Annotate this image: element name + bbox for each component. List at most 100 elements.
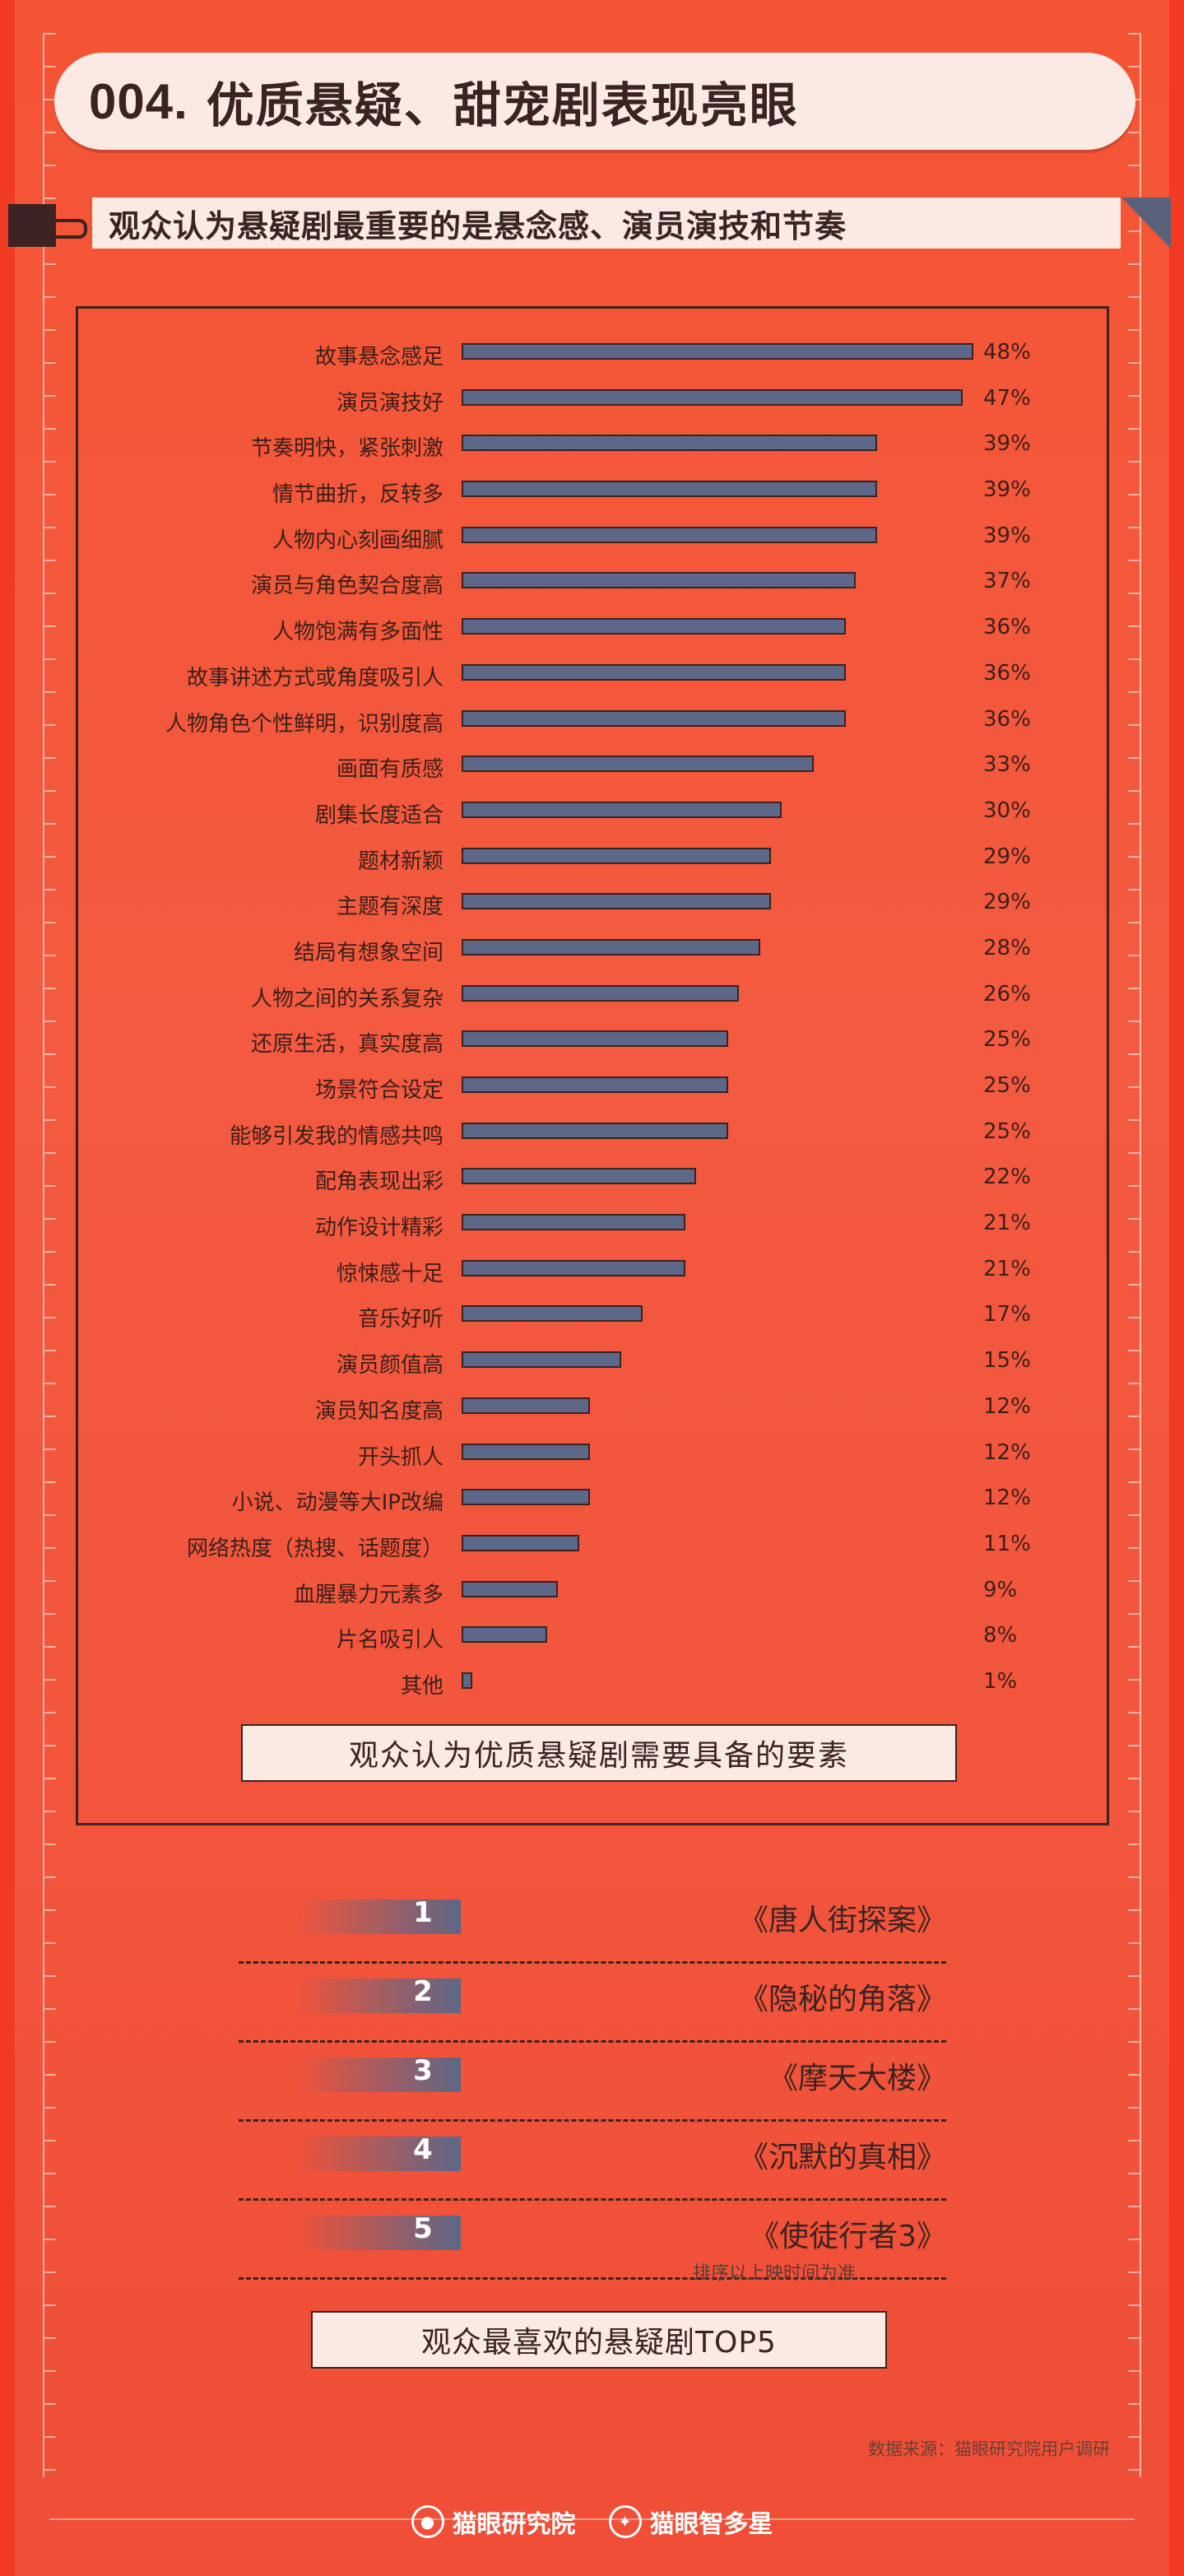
drama-title: 《隐秘的角落》 — [738, 1983, 946, 2016]
bar-chart: 故事悬念感足 48% 演员演技好 47% 节奏明快，紧张刺激 39% 情节曲折，反转多 39%… — [78, 330, 1107, 1705]
ruler-tick — [1128, 527, 1140, 528]
ruler-tick — [44, 1613, 56, 1615]
bar — [462, 1397, 590, 1414]
bar — [462, 756, 814, 773]
ruler-tick — [1128, 1613, 1140, 1615]
ruler-tick — [44, 33, 56, 35]
chart-row: 演员知名度高 12% — [78, 1384, 1107, 1430]
top5-list: 1 《唐人街探案》 2 《隐秘的角落》 3 《摩天大楼》 4 《沉默的真相》 5 《使徒行者3》 — [239, 1885, 946, 2280]
bar — [462, 709, 846, 727]
category-label: 主题有深度 — [336, 895, 443, 920]
drama-title: 《使徒行者3》 — [750, 2220, 946, 2253]
rank-badge — [296, 2058, 461, 2092]
ruler-tick — [1128, 428, 1140, 430]
ruler-tick — [44, 99, 56, 100]
rank-badge — [296, 2216, 461, 2250]
category-label: 片名吸引人 — [336, 1628, 443, 1653]
ruler-tick — [1128, 1844, 1140, 1845]
value-label: 11% — [983, 1531, 1031, 1556]
ruler-tick — [44, 2107, 56, 2109]
ruler-tick — [44, 1185, 56, 1187]
chart-row: 片名吸引人 8% — [78, 1613, 1107, 1659]
ruler-tick — [1128, 66, 1140, 67]
bar — [462, 1259, 686, 1276]
section-number: 004. — [89, 73, 188, 129]
category-label: 人物之间的关系复杂 — [250, 986, 443, 1011]
ruler-tick — [44, 691, 56, 693]
ruler-tick — [1128, 2271, 1140, 2273]
ruler-tick — [44, 66, 56, 67]
ruler-tick — [44, 1975, 56, 1977]
top5-item: 5 《使徒行者3》 — [239, 2201, 946, 2280]
chart-row: 其他 1% — [78, 1659, 1107, 1705]
value-label: 36% — [983, 706, 1031, 732]
bar — [462, 1168, 697, 1185]
category-label: 题材新颖 — [357, 849, 443, 874]
ruler-tick — [1128, 1021, 1140, 1022]
value-label: 12% — [983, 1486, 1031, 1511]
subtitle-bar: 观众认为悬疑剧最重要的是悬念感、演员演技和节奏 — [0, 198, 1184, 255]
chart-row: 配角表现出彩 22% — [78, 1155, 1107, 1201]
left-edge-strip — [0, 0, 15, 2576]
ruler-tick — [1128, 1383, 1140, 1384]
ruler-tick — [44, 2206, 56, 2207]
ruler-tick — [1128, 395, 1140, 397]
bar — [462, 938, 760, 956]
chart-caption: 观众认为优质悬疑剧需要具备的要素 — [241, 1724, 957, 1782]
ruler-tick — [44, 165, 56, 166]
subtitle-text: 观众认为悬疑剧最重要的是悬念感、演员演技和节奏 — [109, 207, 847, 244]
ruler-tick — [1128, 560, 1140, 561]
chart-row: 人物角色个性鲜明，识别度高 36% — [78, 697, 1107, 743]
category-label: 惊悚感十足 — [336, 1261, 443, 1286]
bar — [462, 1626, 547, 1644]
ruler-tick — [1128, 329, 1140, 331]
data-source: 数据来源：猫眼研究院用户调研 — [868, 2439, 1110, 2459]
ruler-tick — [1128, 296, 1140, 298]
category-label: 其他 — [400, 1673, 443, 1699]
ruler-tick — [1128, 132, 1140, 133]
value-label: 29% — [983, 844, 1031, 869]
ruler-tick — [1128, 1086, 1140, 1088]
ruler-tick — [44, 1712, 56, 1713]
ruler-tick — [44, 2173, 56, 2174]
ruler-tick — [1128, 1811, 1140, 1812]
ruler-tick — [1128, 494, 1140, 495]
bar — [462, 526, 878, 543]
left-ruler-decoration — [43, 33, 56, 2477]
bar — [462, 663, 846, 681]
ruler-tick — [44, 1284, 56, 1286]
ruler-tick — [1128, 1448, 1140, 1450]
ruler-tick — [44, 823, 56, 825]
value-label: 36% — [983, 615, 1031, 640]
ruler-tick — [44, 1646, 56, 1648]
ruler-tick — [44, 1251, 56, 1253]
ruler-tick — [44, 988, 56, 989]
ruler-tick — [44, 2469, 56, 2471]
bar — [462, 435, 878, 452]
category-label: 演员知名度高 — [314, 1398, 443, 1424]
ruler-tick — [44, 2370, 56, 2372]
value-label: 17% — [983, 1302, 1031, 1328]
value-label: 9% — [983, 1577, 1018, 1602]
value-label: 39% — [983, 431, 1031, 457]
ruler-tick — [1128, 2206, 1140, 2207]
drama-title: 《唐人街探案》 — [738, 1904, 946, 1937]
star-diamond-icon: ✦ — [608, 2505, 642, 2538]
ruler-tick — [44, 428, 56, 430]
category-label: 剧集长度适合 — [314, 802, 443, 828]
bar — [462, 343, 973, 360]
chart-row: 演员与角色契合度高 37% — [78, 559, 1107, 605]
category-label: 还原生活，真实度高 — [250, 1032, 443, 1058]
value-label: 12% — [983, 1439, 1031, 1465]
rank-badge — [296, 1978, 461, 2013]
ruler-tick — [44, 1679, 56, 1681]
ruler-tick — [1128, 2074, 1140, 2076]
chart-row: 题材新颖 29% — [78, 835, 1107, 881]
ruler-tick — [44, 724, 56, 726]
value-label: 39% — [983, 523, 1031, 548]
right-edge-strip — [1169, 0, 1184, 2576]
value-label: 48% — [983, 340, 1031, 365]
chart-row: 人物内心刻画细腻 39% — [78, 514, 1107, 560]
value-label: 21% — [983, 1256, 1031, 1281]
ruler-tick — [44, 2041, 56, 2043]
